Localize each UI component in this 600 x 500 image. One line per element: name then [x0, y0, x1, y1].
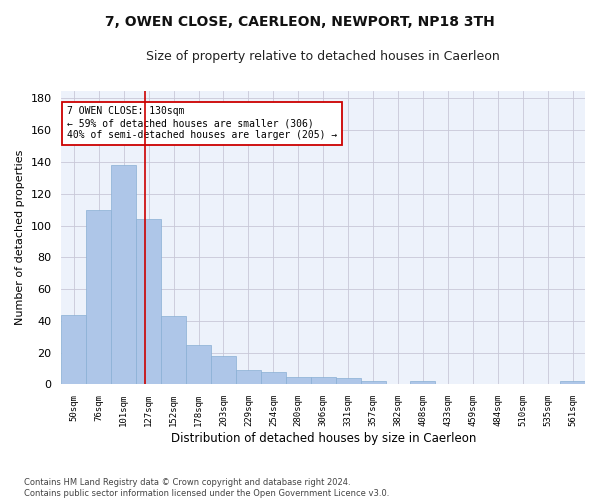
- Bar: [410, 382, 436, 384]
- Bar: [560, 382, 585, 384]
- Text: 7, OWEN CLOSE, CAERLEON, NEWPORT, NP18 3TH: 7, OWEN CLOSE, CAERLEON, NEWPORT, NP18 3…: [105, 15, 495, 29]
- Bar: [236, 370, 261, 384]
- Bar: [361, 382, 386, 384]
- Text: 7 OWEN CLOSE: 130sqm
← 59% of detached houses are smaller (306)
40% of semi-deta: 7 OWEN CLOSE: 130sqm ← 59% of detached h…: [67, 106, 337, 140]
- Text: Contains HM Land Registry data © Crown copyright and database right 2024.
Contai: Contains HM Land Registry data © Crown c…: [24, 478, 389, 498]
- Title: Size of property relative to detached houses in Caerleon: Size of property relative to detached ho…: [146, 50, 500, 63]
- Bar: [286, 376, 311, 384]
- Bar: [111, 165, 136, 384]
- Bar: [211, 356, 236, 384]
- Bar: [311, 376, 335, 384]
- Bar: [261, 372, 286, 384]
- Bar: [335, 378, 361, 384]
- Bar: [161, 316, 186, 384]
- Y-axis label: Number of detached properties: Number of detached properties: [15, 150, 25, 325]
- Bar: [61, 314, 86, 384]
- Bar: [86, 210, 111, 384]
- X-axis label: Distribution of detached houses by size in Caerleon: Distribution of detached houses by size …: [170, 432, 476, 445]
- Bar: [136, 219, 161, 384]
- Bar: [186, 345, 211, 385]
